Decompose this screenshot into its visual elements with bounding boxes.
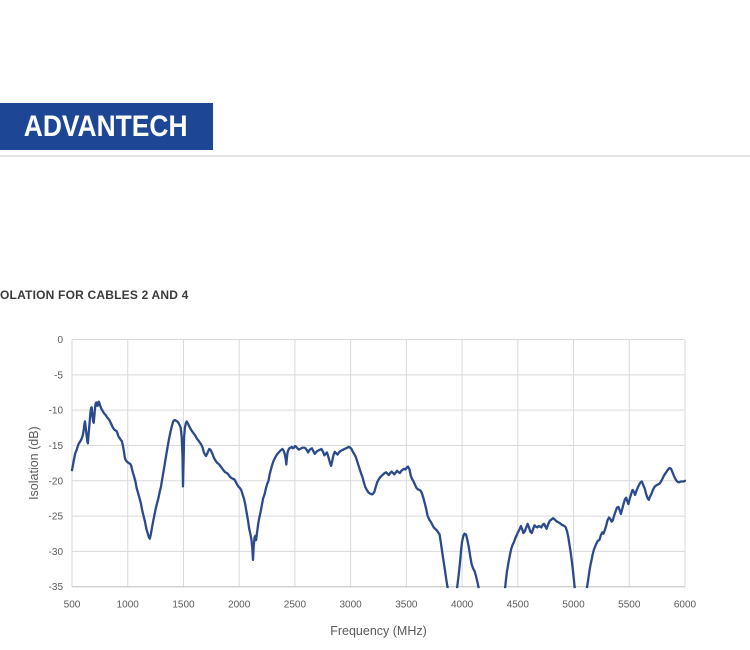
header-rule [0, 155, 750, 157]
svg-text:5500: 5500 [618, 600, 641, 611]
svg-text:4500: 4500 [507, 600, 530, 611]
x-axis-tick-labels: 500 1000 1500 2000 2500 3000 3500 4000 4500 5000 5… [64, 600, 697, 611]
svg-text:-20: -20 [49, 476, 64, 487]
svg-text:4000: 4000 [451, 600, 474, 611]
svg-text:-35: -35 [49, 582, 64, 593]
svg-text:-5: -5 [54, 370, 63, 381]
svg-text:2500: 2500 [284, 600, 307, 611]
y-axis-tick-labels: 0 -5 -10 -15 -20 -25 -30 -35 [49, 335, 64, 593]
svg-text:1500: 1500 [172, 600, 195, 611]
y-axis-title: Isolation (dB) [27, 426, 41, 500]
isolation-series-line [70, 400, 687, 589]
svg-text:5000: 5000 [562, 600, 585, 611]
x-axis-title: Frequency (MHz) [330, 624, 427, 638]
svg-text:0: 0 [57, 335, 63, 346]
advantech-logo: ADVANTECH [0, 103, 213, 150]
svg-text:3000: 3000 [340, 600, 363, 611]
svg-text:2000: 2000 [228, 600, 251, 611]
svg-text:-10: -10 [49, 406, 64, 417]
svg-text:3500: 3500 [395, 600, 418, 611]
svg-text:-30: -30 [49, 547, 64, 558]
svg-text:6000: 6000 [674, 600, 697, 611]
svg-text:1000: 1000 [117, 600, 140, 611]
svg-text:500: 500 [64, 600, 81, 611]
section-heading: OLATION FOR CABLES 2 AND 4 [0, 288, 189, 302]
svg-text:-15: -15 [49, 441, 64, 452]
advantech-logo-text: ADVANTECH [23, 110, 188, 143]
svg-text:-25: -25 [49, 512, 64, 523]
